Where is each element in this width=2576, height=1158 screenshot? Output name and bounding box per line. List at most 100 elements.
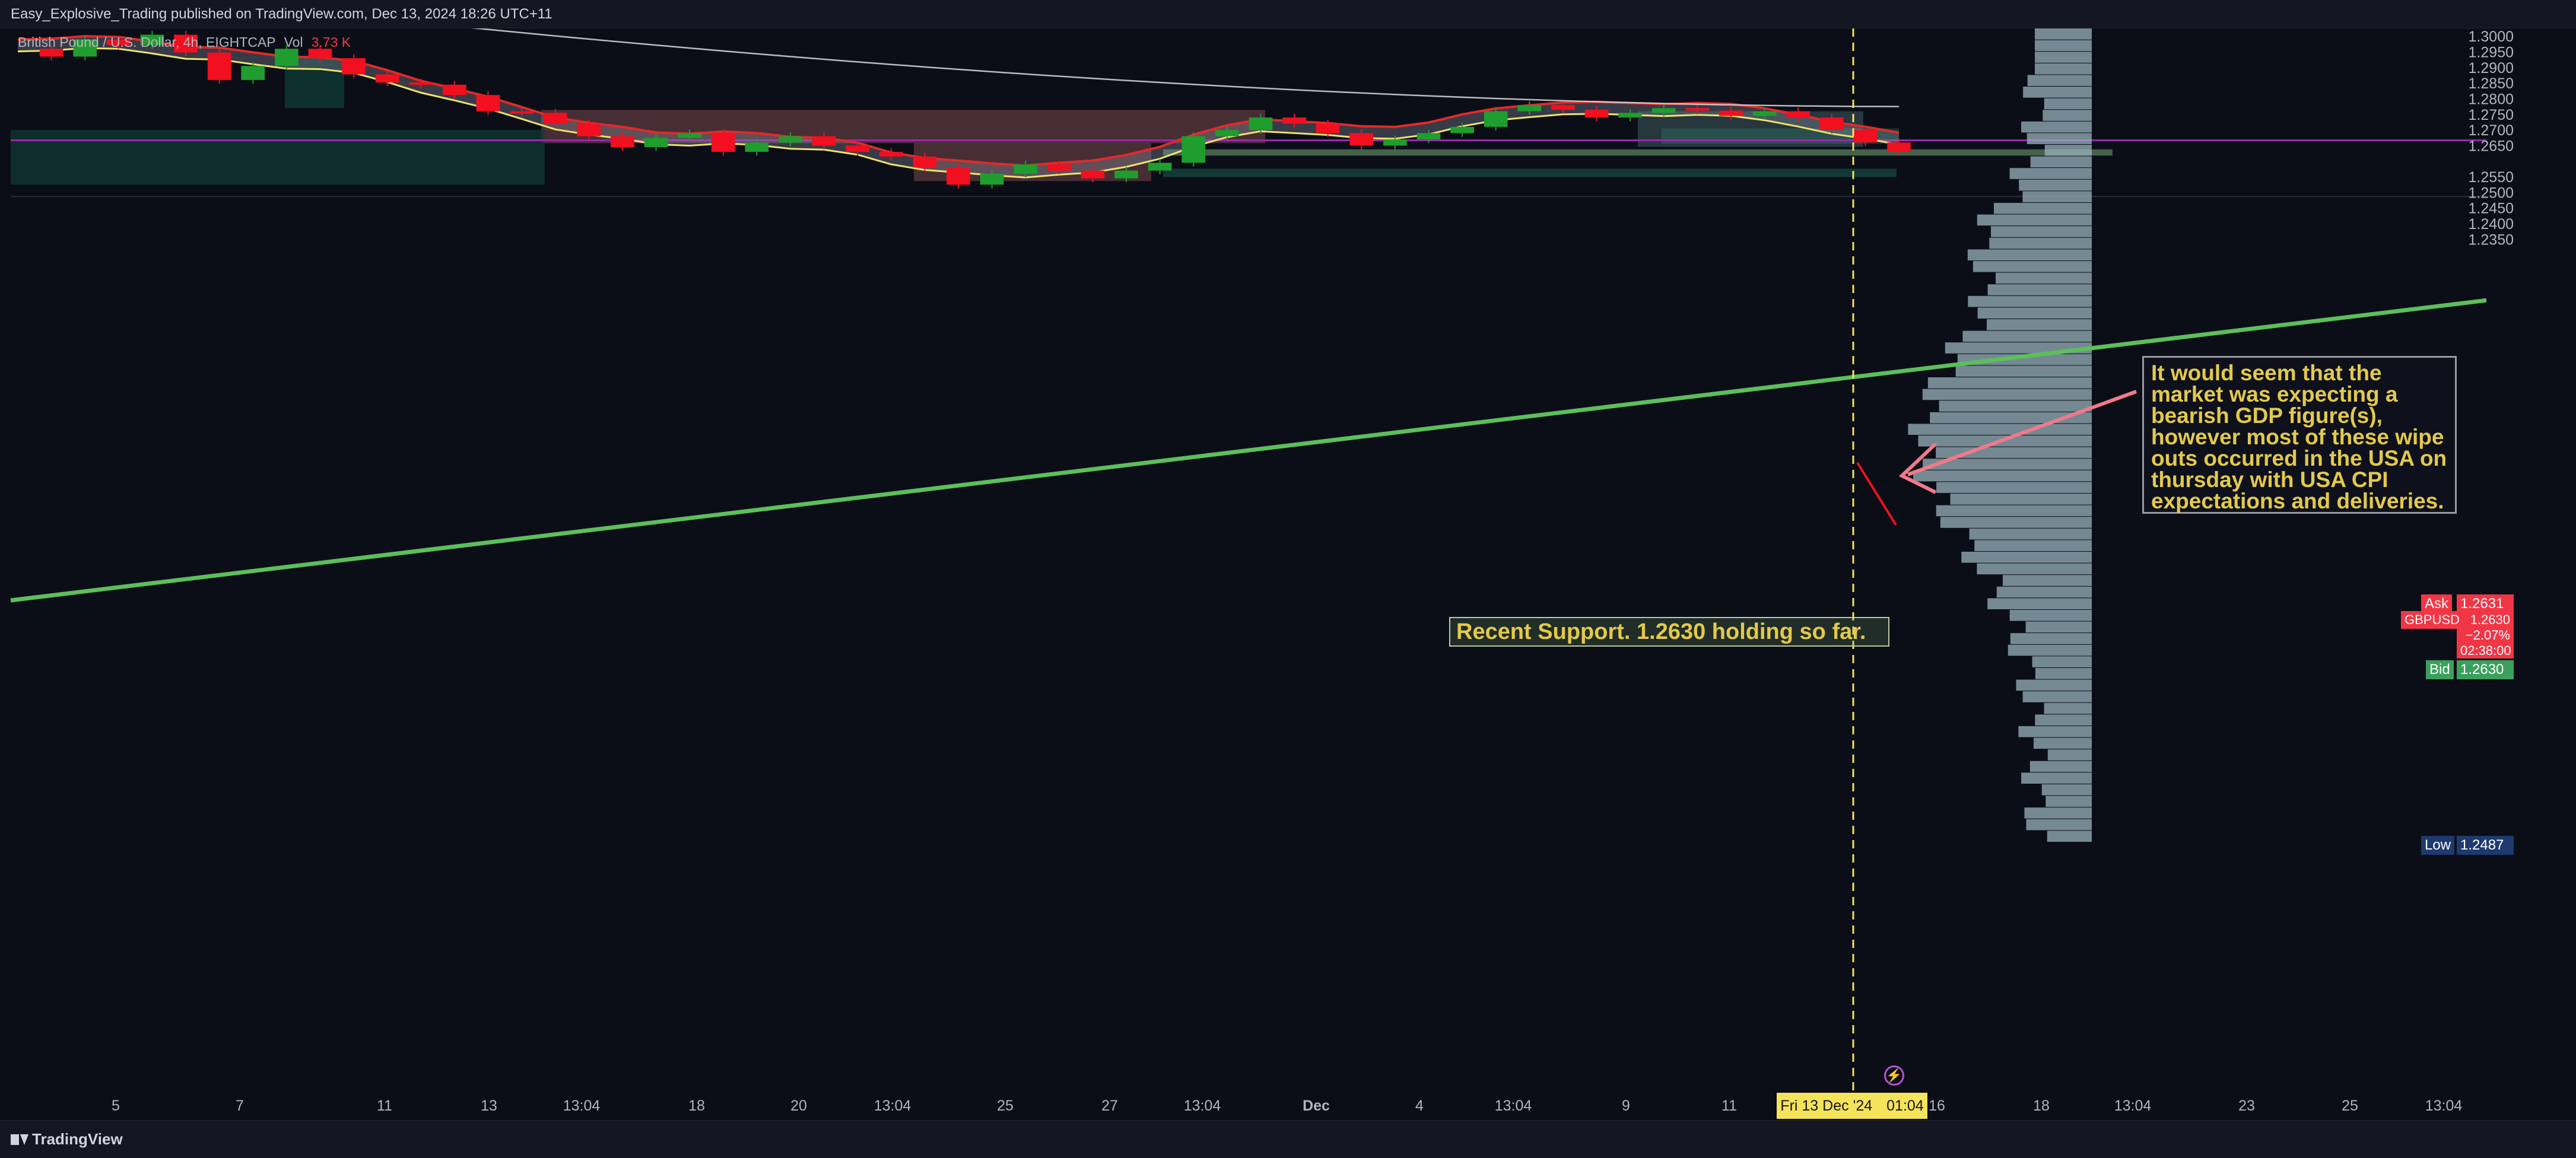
long-ma-line [462, 26, 1900, 107]
volume-profile-row [1989, 237, 2092, 249]
candle-body [543, 113, 567, 124]
annotation-note-text: It would seem that the market was expect… [2151, 361, 2447, 513]
volume-profile-row [2035, 28, 2092, 40]
volume-profile-row [1930, 412, 2092, 424]
candle-body [241, 66, 265, 80]
candle-body [1651, 108, 1676, 113]
volume-profile-row [2041, 784, 2092, 796]
volume-profile-row [2044, 98, 2092, 110]
volume-profile-row [2035, 63, 2092, 75]
price-tick-label: 1.2750 [2469, 107, 2514, 123]
candle-body [1887, 142, 1911, 152]
volume-profile-row [1962, 330, 2092, 342]
time-tick-label: 13:04 [2425, 1097, 2463, 1114]
price-axis[interactable]: 1.30001.29501.29001.28501.28001.27501.27… [2469, 28, 2576, 1120]
candle-body [275, 49, 298, 66]
candle-body [1853, 130, 1878, 143]
symbol-legend[interactable]: British Pound / U.S. Dollar, 4h, EIGHTCA… [18, 34, 351, 50]
support-zone-label[interactable]: Recent Support. 1.2630 holding so far. [1449, 617, 1889, 647]
annotation-note[interactable]: It would seem that the market was expect… [2142, 356, 2457, 514]
publish-line: Easy_Explosive_Trading published on Trad… [11, 5, 552, 22]
volume-profile-row [1936, 482, 2092, 493]
volume-profile-row [2032, 656, 2092, 667]
time-tick-label: 5 [112, 1097, 120, 1114]
crosshair-date: Fri 13 Dec '24 [1780, 1097, 1873, 1114]
candle-body [577, 123, 601, 136]
publish-header: Easy_Explosive_Trading published on Trad… [0, 0, 2576, 28]
candle-body [510, 111, 533, 114]
candle-body [779, 136, 802, 143]
price-tick-label: 1.2800 [2469, 91, 2514, 107]
lightning-icon[interactable]: ⚡ [1884, 1065, 1904, 1086]
candle-body [1249, 117, 1273, 131]
candle-body [611, 136, 634, 148]
volume-profile-row [1987, 284, 2092, 295]
price-tick-label: 1.2700 [2469, 122, 2514, 139]
volume-profile-row [1950, 494, 2092, 505]
volume-value: 3.73 K [311, 34, 351, 50]
volume-profile-row [2016, 679, 2092, 691]
price-tick-label: 1.3000 [2469, 28, 2514, 45]
demand-zone [11, 130, 545, 185]
candle-body [644, 138, 668, 148]
price-tick-label: 1.2650 [2469, 138, 2514, 154]
candle-body [1014, 164, 1038, 174]
volume-profile-row [2019, 179, 2092, 191]
volume-profile-row [1994, 203, 2092, 214]
volume-profile-row [2035, 40, 2092, 52]
candle-body [678, 133, 701, 138]
time-tick-label: 18 [688, 1097, 705, 1114]
support-zone-text: Recent Support. 1.2630 holding so far. [1456, 619, 1866, 644]
volume-profile-row [2035, 52, 2092, 63]
volume-profile-row [1986, 319, 2092, 330]
candle-body [846, 145, 869, 152]
volume-profile-row [2027, 133, 2092, 144]
time-axis[interactable]: 5 7 11 13 13:04 18 20 13:04 25 27 13:04 Dec 4 13:04 9 1… [112, 1097, 2462, 1114]
candle-body [946, 167, 970, 185]
time-tick-label: 20 [790, 1097, 807, 1114]
volume-profile-row [2045, 796, 2092, 807]
support-zone [1163, 149, 2113, 156]
price-tick-label: 1.2450 [2469, 201, 2514, 217]
volume-profile-row [2024, 807, 2092, 819]
candle-body [1517, 104, 1542, 112]
volume-profile-row [1977, 307, 2092, 319]
candle-body [711, 133, 735, 152]
demand-zone [285, 58, 344, 109]
volume-profile-row [2010, 633, 2092, 644]
candle-body [745, 142, 769, 152]
price-tick-label: 1.2400 [2469, 216, 2514, 233]
price-tick-label: 1.2850 [2469, 75, 2514, 92]
volume-profile-row [2025, 621, 2092, 633]
candle-body [1685, 108, 1710, 111]
volume-profile-row [1908, 424, 2092, 435]
volume-profile-row [2021, 121, 2092, 133]
candle-body [1114, 170, 1138, 179]
time-tick-label: 11 [377, 1097, 392, 1114]
low-label: Low [2421, 836, 2455, 855]
volume-profile-row [2022, 691, 2092, 702]
ask-value: 1.2631 [2460, 596, 2504, 612]
volume-profile-row [1996, 586, 2092, 598]
candle-body [1282, 117, 1306, 124]
time-tick-label: 16 [1929, 1097, 1945, 1114]
volume-profile-row [1913, 470, 2092, 482]
last-price-value: 1.2630 [2470, 612, 2510, 627]
candle-body [1349, 133, 1374, 146]
candle-body [375, 74, 399, 83]
candle-body [342, 58, 366, 75]
time-tick-label: 13 [481, 1097, 497, 1114]
time-tick-label: 13:04 [2114, 1097, 2152, 1114]
volume-label: Vol [284, 34, 303, 50]
volume-profile-row [2021, 772, 2092, 784]
volume-profile-row [2035, 714, 2092, 726]
volume-profile [1908, 28, 2092, 842]
symbol-title[interactable]: British Pound / U.S. Dollar, 4h, EIGHTCA… [18, 34, 276, 50]
volume-profile-row [1939, 400, 2092, 412]
bid-label: Bid [2426, 660, 2454, 679]
tradingview-logo[interactable]: TradingView [11, 1130, 123, 1149]
candle-body [812, 136, 836, 146]
time-tick-label: 11 [1721, 1097, 1737, 1114]
volume-profile-row [2043, 110, 2092, 121]
